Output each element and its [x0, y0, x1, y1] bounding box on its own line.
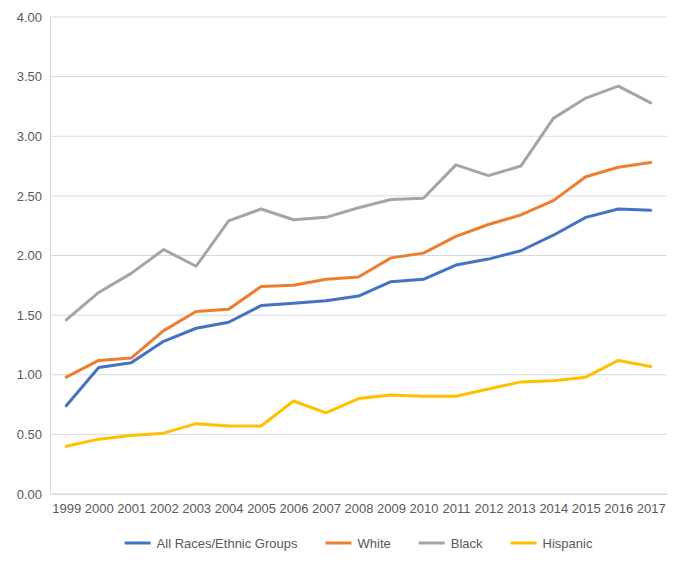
y-tick: 2.00 — [17, 248, 50, 263]
x-tick-label: 2010 — [409, 501, 438, 516]
grid-line — [50, 76, 667, 77]
y-tick-label: 1.00 — [17, 367, 42, 382]
x-tick: 2006 — [280, 494, 309, 516]
legend-item: Hispanic — [511, 536, 593, 551]
grid-line — [50, 17, 667, 18]
grid-line — [50, 494, 667, 495]
y-tick: 1.50 — [17, 308, 50, 323]
x-tick: 2002 — [150, 494, 179, 516]
x-tick: 2013 — [507, 494, 536, 516]
y-tick: 0.00 — [17, 487, 50, 502]
grid-line — [50, 315, 667, 316]
x-tick-label: 2004 — [215, 501, 244, 516]
x-tick: 2007 — [312, 494, 341, 516]
x-tick: 2004 — [215, 494, 244, 516]
grid-line — [50, 255, 667, 256]
legend-label: Hispanic — [543, 536, 593, 551]
legend: All Races/Ethnic Groups White Black Hispani… — [125, 536, 593, 551]
x-tick-label: 2014 — [539, 501, 568, 516]
x-tick: 2003 — [182, 494, 211, 516]
background — [0, 0, 685, 567]
series-line — [66, 86, 651, 320]
x-tick: 2010 — [409, 494, 438, 516]
x-tick: 2001 — [117, 494, 146, 516]
y-axis-line — [50, 18, 51, 495]
x-tick: 2005 — [247, 494, 276, 516]
x-tick-label: 2016 — [604, 501, 633, 516]
series-line — [66, 162, 651, 377]
x-tick-label: 2012 — [474, 501, 503, 516]
x-tick-label: 2008 — [345, 501, 374, 516]
x-tick: 2009 — [377, 494, 406, 516]
x-tick: 1999 — [52, 494, 81, 516]
x-tick: 2014 — [539, 494, 568, 516]
series-line — [66, 209, 651, 406]
legend-label: White — [358, 536, 391, 551]
y-tick-label: 1.50 — [17, 308, 42, 323]
x-tick-label: 2011 — [442, 501, 470, 516]
legend-swatch — [326, 542, 352, 545]
x-tick-label: 1999 — [52, 501, 81, 516]
x-tick-label: 2013 — [507, 501, 536, 516]
y-tick-label: 0.00 — [17, 487, 42, 502]
x-tick: 2008 — [345, 494, 374, 516]
y-tick-label: 3.00 — [17, 129, 42, 144]
y-tick-label: 4.00 — [17, 10, 42, 25]
grid-line — [50, 136, 667, 137]
x-tick-label: 2015 — [572, 501, 601, 516]
y-tick-label: 0.50 — [17, 427, 42, 442]
x-tick-label: 2002 — [150, 501, 179, 516]
legend-label: All Races/Ethnic Groups — [157, 536, 298, 551]
y-tick: 3.00 — [17, 129, 50, 144]
x-tick: 2012 — [474, 494, 503, 516]
series-line — [66, 360, 651, 446]
x-tick-label: 2003 — [182, 501, 211, 516]
x-tick-label: 2001 — [117, 501, 146, 516]
y-tick-label: 2.00 — [17, 248, 42, 263]
grid — [50, 17, 667, 494]
plot-area — [66, 86, 651, 446]
x-axis: 1999 20002001 20022003 20042005 20062007 2008… — [51, 494, 668, 516]
x-tick-label: 2017 — [637, 501, 666, 516]
x-tick-label: 2005 — [247, 501, 276, 516]
x-axis-line — [51, 494, 668, 495]
y-tick-label: 3.50 — [17, 69, 42, 84]
x-tick: 2017 — [637, 494, 666, 516]
x-tick: 2015 — [572, 494, 601, 516]
x-tick-label: 2009 — [377, 501, 406, 516]
y-axis: 0.00 0.50 1.00 1.50 2.00 2.50 3.00 3.50 4.00 — [17, 10, 51, 502]
x-tick-label: 2006 — [280, 501, 309, 516]
chart: 0.00 0.50 1.00 1.50 2.00 2.50 3.00 3.50 4.00 1999… — [0, 0, 685, 567]
y-tick: 3.50 — [17, 69, 50, 84]
x-tick: 2000 — [85, 494, 114, 516]
legend-item: Black — [419, 536, 483, 551]
legend-swatch — [419, 542, 445, 545]
y-tick: 2.50 — [17, 189, 50, 204]
grid-line — [50, 374, 667, 375]
legend-item: White — [326, 536, 391, 551]
legend-item: All Races/Ethnic Groups — [125, 536, 298, 551]
x-tick: 2016 — [604, 494, 633, 516]
y-tick: 1.00 — [17, 367, 50, 382]
legend-swatch — [511, 542, 537, 545]
x-tick-label: 2000 — [85, 501, 114, 516]
legend-label: Black — [451, 536, 483, 551]
y-tick: 0.50 — [17, 427, 50, 442]
x-tick-label: 2007 — [312, 501, 341, 516]
grid-line — [50, 195, 667, 196]
x-tick: 2011 — [442, 494, 470, 516]
y-tick-label: 2.50 — [17, 189, 42, 204]
y-tick: 4.00 — [17, 10, 50, 25]
legend-swatch — [125, 542, 151, 545]
